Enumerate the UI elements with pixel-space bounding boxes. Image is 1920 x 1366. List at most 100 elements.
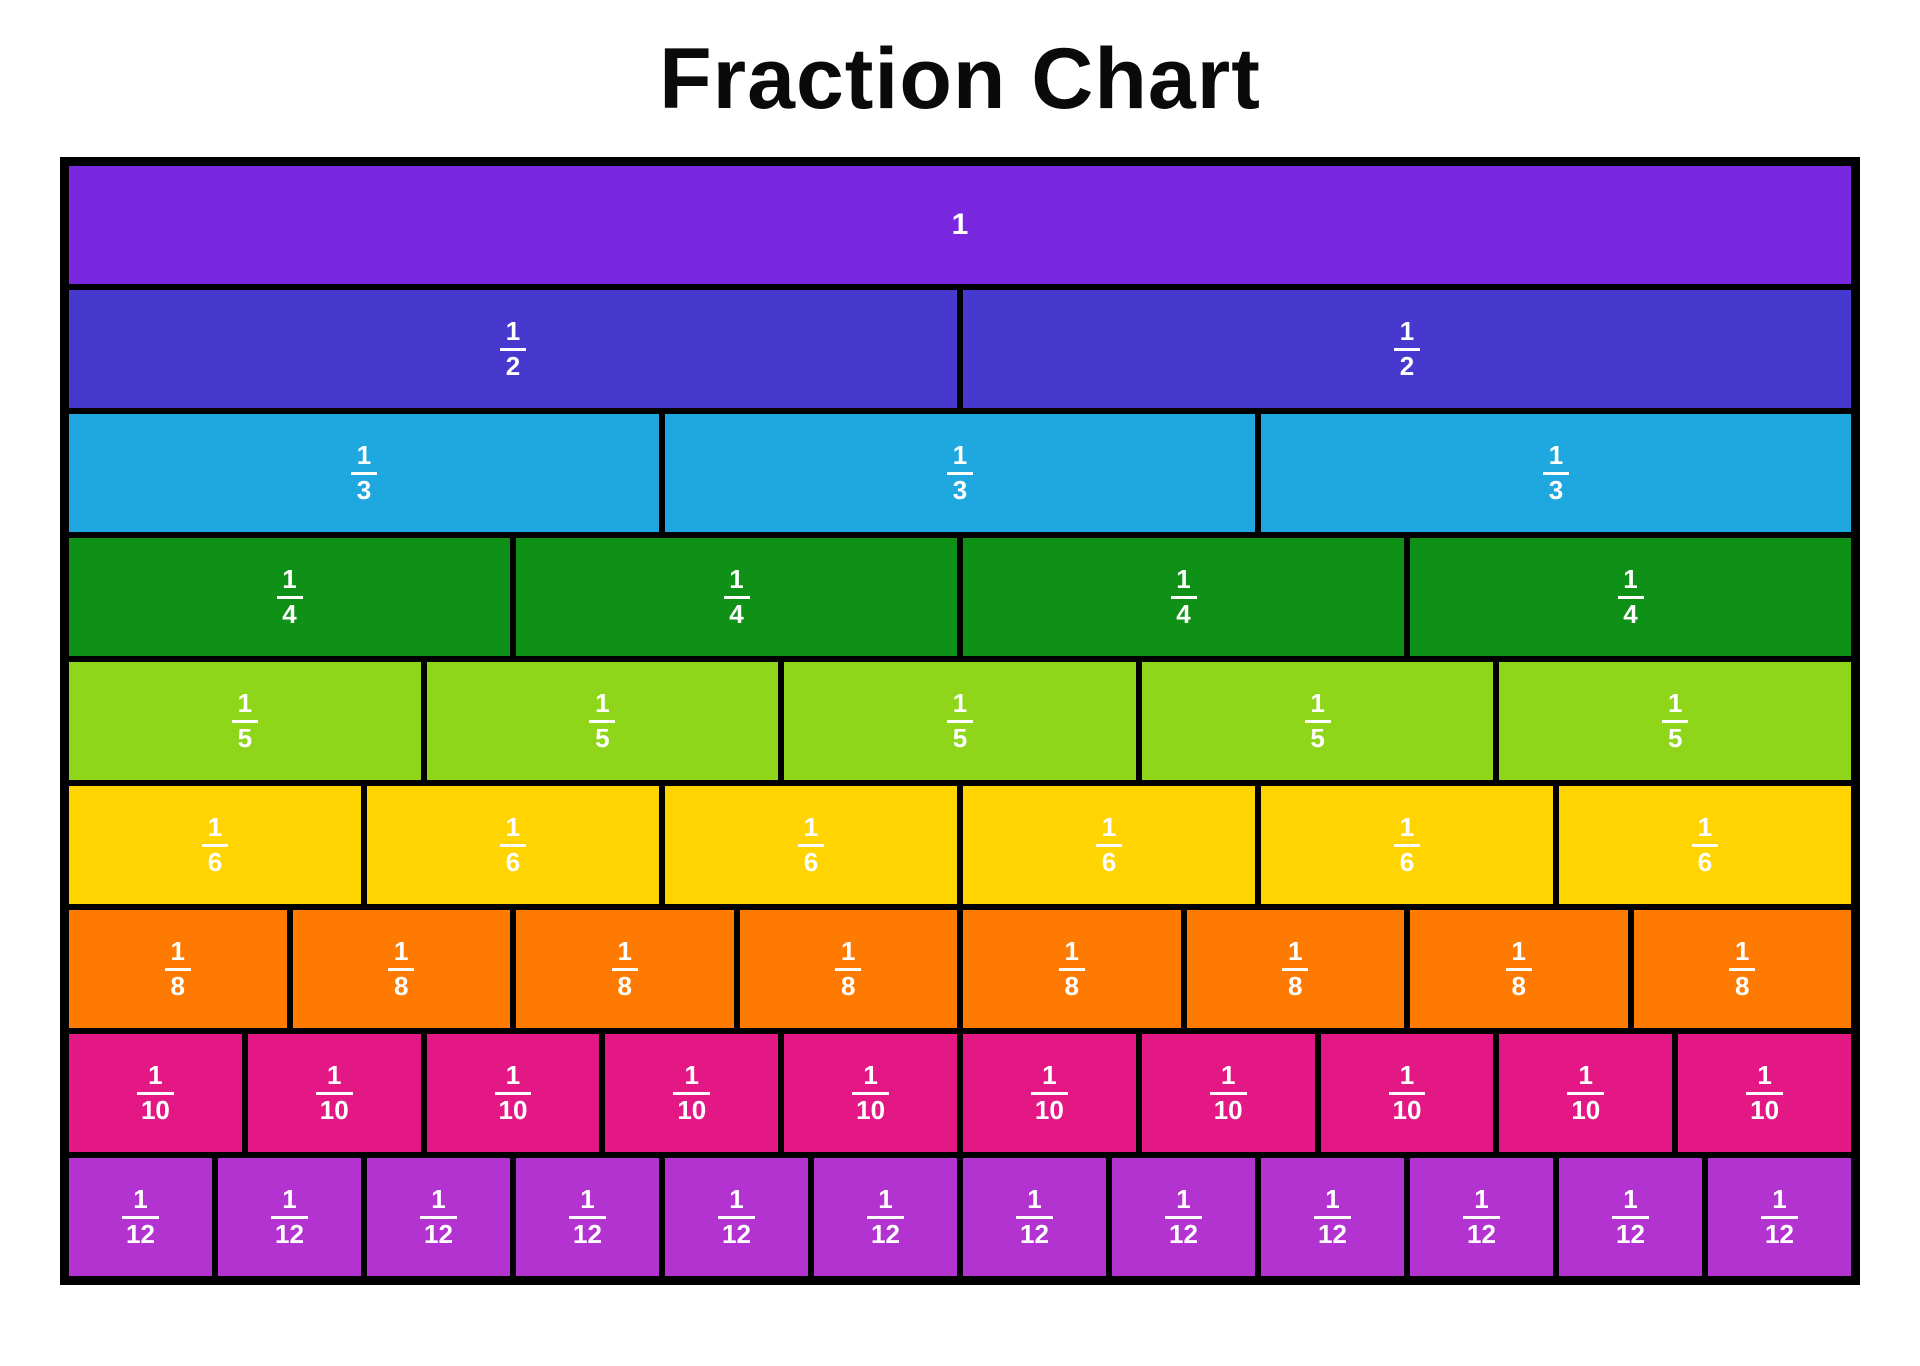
- fraction-label: 16: [500, 814, 526, 876]
- fraction-row-2: 1212: [66, 287, 1854, 411]
- fraction-numerator: 1: [1731, 938, 1753, 965]
- fraction-label: 112: [867, 1186, 904, 1248]
- fraction-denominator: 10: [852, 1097, 889, 1124]
- fraction-denominator: 10: [1210, 1097, 1247, 1124]
- fraction-numerator: 1: [1619, 566, 1641, 593]
- fraction-cell: 14: [66, 535, 513, 659]
- fraction-label: 110: [1210, 1062, 1247, 1124]
- fraction-denominator: 10: [1567, 1097, 1604, 1124]
- fraction-cell: 18: [1631, 907, 1855, 1031]
- fraction-numerator: 1: [144, 1062, 166, 1089]
- fraction-denominator: 3: [353, 477, 375, 504]
- fraction-cell: 18: [960, 907, 1184, 1031]
- fraction-denominator: 6: [204, 849, 226, 876]
- fraction-label: 13: [1543, 442, 1569, 504]
- fraction-label: 110: [1389, 1062, 1426, 1124]
- fraction-numerator: 1: [1508, 938, 1530, 965]
- fraction-denominator: 10: [673, 1097, 710, 1124]
- fraction-cell: 110: [781, 1031, 960, 1155]
- fraction-numerator: 1: [1284, 938, 1306, 965]
- fraction-cell: 112: [513, 1155, 662, 1279]
- fraction-cell: 110: [602, 1031, 781, 1155]
- fraction-numerator: 1: [1038, 1062, 1060, 1089]
- fraction-denominator: 4: [725, 601, 747, 628]
- fraction-denominator: 3: [1545, 477, 1567, 504]
- fraction-denominator: 5: [591, 725, 613, 752]
- fraction-numerator: 1: [1545, 442, 1567, 469]
- fraction-denominator: 8: [614, 973, 636, 1000]
- fraction-label: 16: [1096, 814, 1122, 876]
- fraction-cell: 112: [1258, 1155, 1407, 1279]
- fraction-numerator: 1: [1023, 1186, 1045, 1213]
- fraction-cell: 16: [960, 783, 1258, 907]
- fraction-numerator: 1: [1217, 1062, 1239, 1089]
- fraction-numerator: 1: [502, 814, 524, 841]
- fraction-denominator: 6: [1396, 849, 1418, 876]
- fraction-denominator: 12: [867, 1221, 904, 1248]
- fraction-cell: 112: [66, 1155, 215, 1279]
- fraction-denominator: 8: [1061, 973, 1083, 1000]
- fraction-label: 110: [1031, 1062, 1068, 1124]
- fraction-denominator: 5: [1306, 725, 1328, 752]
- fraction-denominator: 6: [1098, 849, 1120, 876]
- fraction-label: 18: [1059, 938, 1085, 1000]
- fraction-label: 112: [420, 1186, 457, 1248]
- fraction-numerator: 1: [949, 442, 971, 469]
- fraction-cell: 12: [66, 287, 960, 411]
- fraction-label: 110: [852, 1062, 889, 1124]
- fraction-label: 112: [1463, 1186, 1500, 1248]
- fraction-numerator: 1: [278, 566, 300, 593]
- fraction-numerator: 1: [800, 814, 822, 841]
- fraction-label: 16: [202, 814, 228, 876]
- fraction-label: 13: [947, 442, 973, 504]
- fraction-label: 16: [1692, 814, 1718, 876]
- fraction-cell: 16: [662, 783, 960, 907]
- fraction-label: 112: [1761, 1186, 1798, 1248]
- fraction-numerator: 1: [234, 690, 256, 717]
- fraction-cell: 110: [424, 1031, 603, 1155]
- fraction-denominator: 12: [122, 1221, 159, 1248]
- fraction-label: 112: [569, 1186, 606, 1248]
- fraction-row-5: 1515151515: [66, 659, 1854, 783]
- fraction-cell: 12: [960, 287, 1854, 411]
- fraction-row-8: 1818181818181818: [66, 907, 1854, 1031]
- fraction-cell: 1: [66, 163, 1854, 287]
- fraction-label: 15: [1662, 690, 1688, 752]
- fraction-numerator: 1: [1753, 1062, 1775, 1089]
- fraction-cell: 14: [960, 535, 1407, 659]
- fraction-denominator: 8: [1284, 973, 1306, 1000]
- fraction-label: 18: [835, 938, 861, 1000]
- fraction-cell: 112: [215, 1155, 364, 1279]
- fraction-denominator: 12: [1612, 1221, 1649, 1248]
- fraction-label: 18: [388, 938, 414, 1000]
- fraction-cell: 18: [1184, 907, 1408, 1031]
- fraction-cell: 110: [1675, 1031, 1854, 1155]
- fraction-denominator: 12: [420, 1221, 457, 1248]
- fraction-numerator: 1: [1098, 814, 1120, 841]
- fraction-cell: 14: [513, 535, 960, 659]
- fraction-denominator: 10: [316, 1097, 353, 1124]
- fraction-chart: 1121213131314141414151515151516161616161…: [60, 157, 1860, 1285]
- fraction-denominator: 4: [278, 601, 300, 628]
- fraction-numerator: 1: [502, 318, 524, 345]
- fraction-cell: 15: [66, 659, 424, 783]
- fraction-label: 110: [1746, 1062, 1783, 1124]
- fraction-denominator: 8: [1731, 973, 1753, 1000]
- fraction-cell: 16: [364, 783, 662, 907]
- fraction-denominator: 5: [234, 725, 256, 752]
- fraction-numerator: 1: [1575, 1062, 1597, 1089]
- fraction-numerator: 1: [1172, 566, 1194, 593]
- fraction-denominator: 2: [502, 353, 524, 380]
- fraction-label: 12: [500, 318, 526, 380]
- fraction-label: 16: [1394, 814, 1420, 876]
- fraction-denominator: 10: [137, 1097, 174, 1124]
- fraction-cell: 112: [662, 1155, 811, 1279]
- fraction-numerator: 1: [1396, 1062, 1418, 1089]
- fraction-label: 112: [1612, 1186, 1649, 1248]
- fraction-cell: 110: [245, 1031, 424, 1155]
- fraction-cell: 18: [290, 907, 514, 1031]
- fraction-row-1: 1: [66, 163, 1854, 287]
- fraction-label: 13: [351, 442, 377, 504]
- fraction-numerator: 1: [1619, 1186, 1641, 1213]
- fraction-numerator: 1: [353, 442, 375, 469]
